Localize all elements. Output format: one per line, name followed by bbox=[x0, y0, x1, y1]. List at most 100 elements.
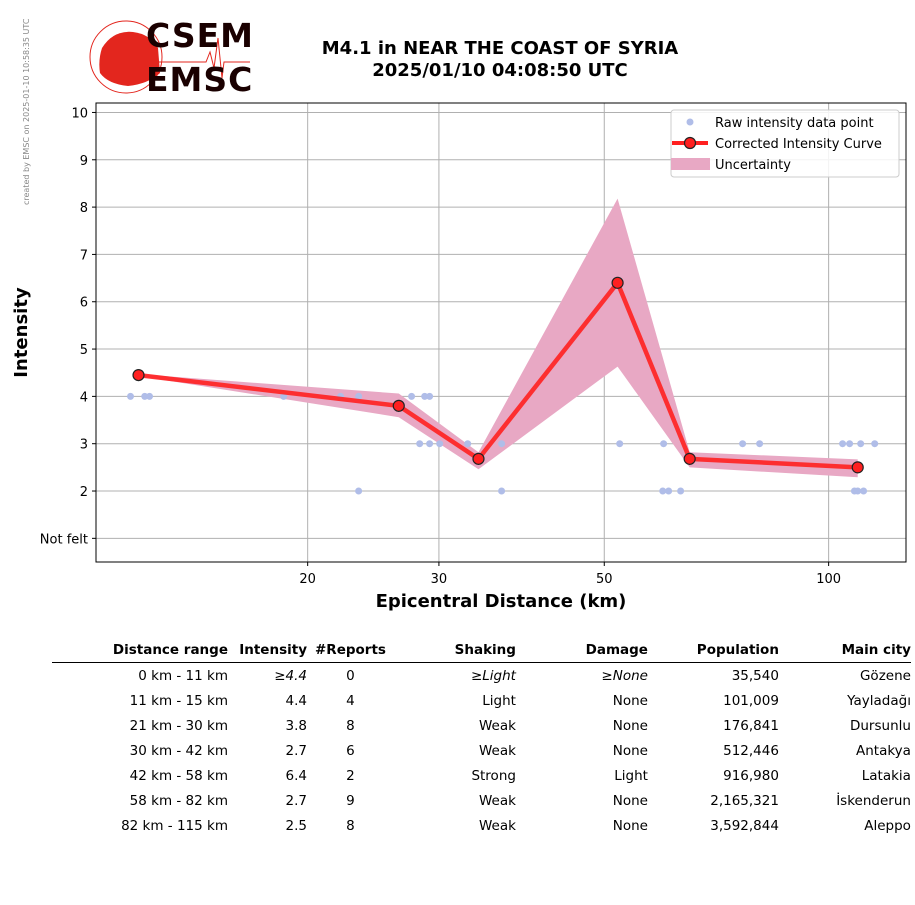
raw-data-point bbox=[871, 440, 879, 448]
y-tick-label: Not felt bbox=[40, 532, 88, 547]
table-cell: 0 km - 11 km bbox=[138, 667, 228, 684]
raw-data-point bbox=[146, 392, 154, 400]
table-cell: Latakia bbox=[861, 767, 911, 784]
table-row: 0 km - 11 km ≥4.4 0 ≥Light ≥None 35,540 Gözene bbox=[52, 663, 911, 689]
column-header: Main city bbox=[778, 640, 911, 663]
raw-data-point bbox=[426, 440, 434, 448]
raw-data-point bbox=[498, 440, 506, 448]
chart-title-line1: M4.1 in NEAR THE COAST OF SYRIA bbox=[321, 38, 679, 59]
legend-raw-label: Raw intensity data point bbox=[715, 116, 874, 131]
y-tick-label: 8 bbox=[80, 201, 88, 216]
table-cell: 176,841 bbox=[723, 717, 779, 734]
curve-marker bbox=[392, 399, 405, 412]
y-tick-label: 9 bbox=[80, 154, 88, 169]
y-axis-label: Intensity bbox=[11, 287, 32, 378]
curve-marker bbox=[683, 452, 696, 465]
raw-data-point bbox=[355, 487, 363, 495]
table-cell: İskenderun bbox=[836, 792, 911, 809]
plot-area bbox=[96, 103, 906, 562]
x-tick-label: 20 bbox=[299, 572, 316, 587]
table-cell: ≥None bbox=[601, 667, 648, 684]
column-header: Distance range bbox=[52, 640, 228, 663]
table-cell: Light bbox=[482, 692, 516, 709]
legend-band-swatch bbox=[671, 158, 710, 170]
table-cell: 512,446 bbox=[723, 742, 779, 759]
raw-data-point bbox=[355, 392, 363, 400]
raw-data-point bbox=[857, 440, 865, 448]
raw-data-point bbox=[659, 487, 667, 495]
table-cell: Gözene bbox=[859, 667, 911, 684]
table-cell: None bbox=[612, 692, 648, 709]
raw-data-point bbox=[408, 392, 416, 400]
raw-data-point bbox=[665, 487, 673, 495]
legend-raw-marker bbox=[686, 118, 694, 126]
column-header: Damage bbox=[515, 640, 648, 663]
raw-data-point bbox=[616, 440, 624, 448]
y-tick-label: 7 bbox=[80, 248, 88, 263]
raw-data-point bbox=[141, 392, 149, 400]
legend bbox=[670, 109, 900, 178]
table-cell: 35,540 bbox=[731, 667, 779, 684]
x-tick-label: 30 bbox=[431, 572, 448, 587]
y-tick-label: 10 bbox=[71, 106, 88, 121]
table-cell: 2,165,321 bbox=[710, 792, 779, 809]
raw-data-point bbox=[677, 487, 685, 495]
logo-text-emsc: EMSC bbox=[146, 60, 254, 99]
intensity-chart: Not felt 2 3 4 5 6 7 8 9 10 20 30 50 100 Epicentral Di… bbox=[11, 102, 907, 612]
curve-marker bbox=[132, 368, 145, 382]
y-tick-label: 2 bbox=[80, 485, 88, 500]
legend-curve-marker bbox=[683, 136, 697, 150]
table-cell: 2.7 bbox=[285, 792, 307, 809]
table-cell: 6 bbox=[346, 742, 355, 759]
intensity-table: Distance range Intensity #Reports Shaking Da… bbox=[52, 640, 911, 838]
table-cell: 58 km - 82 km bbox=[129, 792, 228, 809]
table-cell: 82 km - 115 km bbox=[121, 817, 228, 834]
table-cell: 8 bbox=[346, 817, 355, 834]
raw-data-point bbox=[498, 487, 506, 495]
x-tick-label: 100 bbox=[816, 572, 841, 587]
table-row: 11 km - 15 km 4.4 4 Light None 101,009 Yaylada… bbox=[52, 688, 911, 713]
table-cell: 11 km - 15 km bbox=[129, 692, 228, 709]
y-tick-label: 4 bbox=[80, 390, 88, 405]
curve-marker bbox=[611, 276, 624, 289]
raw-data-point bbox=[756, 440, 764, 448]
x-axis-label: Epicentral Distance (km) bbox=[376, 591, 627, 612]
raw-data-point bbox=[127, 392, 135, 400]
table-cell: 2 bbox=[346, 767, 355, 784]
table-cell: Yayladağı bbox=[847, 692, 911, 709]
table-cell: Strong bbox=[471, 767, 516, 784]
column-header: #Reports bbox=[307, 640, 386, 663]
table-cell: 3.8 bbox=[285, 717, 307, 734]
raw-data-point bbox=[846, 440, 854, 448]
raw-data-point bbox=[660, 440, 668, 448]
column-header: Shaking bbox=[385, 640, 516, 663]
table-cell: None bbox=[612, 792, 648, 809]
table-cell: 916,980 bbox=[723, 767, 779, 784]
table-cell: 4 bbox=[346, 692, 355, 709]
table-cell: 2.5 bbox=[285, 817, 307, 834]
legend-band-label: Uncertainty bbox=[715, 158, 791, 173]
table-cell: None bbox=[612, 817, 648, 834]
table-cell: 2.7 bbox=[285, 742, 307, 759]
y-tick-label: 6 bbox=[80, 296, 88, 311]
raw-data-point bbox=[416, 440, 424, 448]
table-cell: Dursunlu bbox=[849, 717, 911, 734]
uncertainty-band bbox=[138, 198, 858, 478]
y-tick-label: 3 bbox=[80, 438, 88, 453]
table-cell: 42 km - 58 km bbox=[129, 767, 228, 784]
logo-text-csem: CSEM bbox=[146, 16, 254, 55]
column-header: Intensity bbox=[228, 640, 307, 663]
table-row: 82 km - 115 km 2.5 8 Weak None 3,592,844 Alepp… bbox=[52, 813, 911, 838]
chart-title-line2: 2025/01/10 04:08:50 UTC bbox=[372, 60, 628, 81]
emsc-logo: CSEM EMSC bbox=[88, 16, 258, 99]
raw-data-point bbox=[839, 440, 847, 448]
raw-data-point bbox=[739, 440, 747, 448]
raw-data-point bbox=[421, 392, 429, 400]
table-row: 21 km - 30 km 3.8 8 Weak None 176,841 Dursunlu bbox=[52, 713, 911, 738]
table-cell: ≥4.4 bbox=[274, 667, 307, 684]
curve-marker bbox=[851, 461, 864, 474]
table-cell: ≥Light bbox=[470, 667, 516, 684]
column-header: Population bbox=[647, 640, 779, 663]
table-row: 30 km - 42 km 2.7 6 Weak None 512,446 Antakya bbox=[52, 738, 911, 763]
table-cell: Weak bbox=[478, 817, 516, 834]
